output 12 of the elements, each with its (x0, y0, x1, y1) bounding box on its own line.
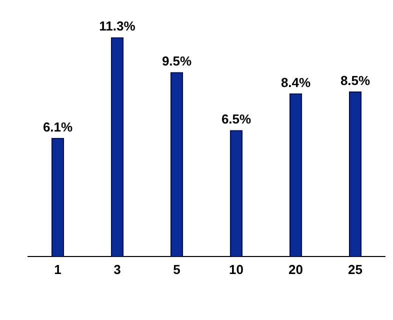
x-tick-label: 5 (173, 262, 180, 277)
x-tick-label: 10 (229, 262, 244, 277)
data-label: 6.1% (42, 119, 73, 134)
x-tick-label: 20 (288, 262, 303, 277)
data-label: 11.3% (99, 18, 136, 34)
data-label: 6.5% (221, 112, 252, 127)
data-label: 8.4% (280, 74, 311, 90)
x-tick-label: 3 (114, 262, 121, 277)
data-label: 9.5% (162, 53, 192, 68)
data-label: 8.5% (340, 72, 370, 88)
x-tick-label: 25 (348, 262, 362, 277)
x-tick-label: 1 (54, 262, 62, 277)
